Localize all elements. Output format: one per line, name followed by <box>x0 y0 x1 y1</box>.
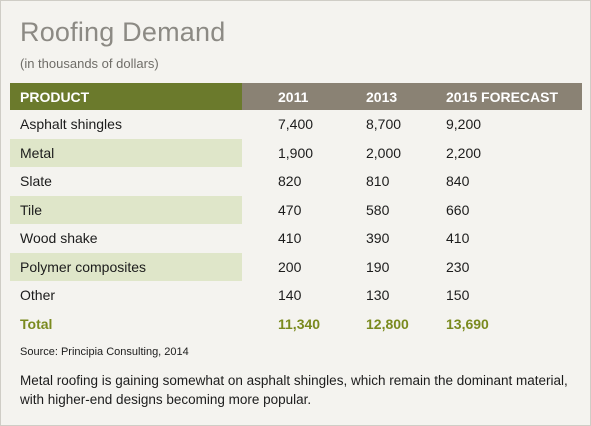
cell-value: 8,700 <box>366 116 402 133</box>
cell-value: 12,800 <box>366 315 409 332</box>
table-row: Tile 470 580 660 <box>10 195 582 224</box>
cell-value: 820 <box>278 173 302 190</box>
table-row: Slate 820 810 840 <box>10 167 582 196</box>
table-body: Asphalt shingles 7,400 8,700 9,200 Metal 1,90… <box>10 110 582 338</box>
row-label: Total <box>20 315 53 332</box>
table-row: Wood shake 410 390 410 <box>10 224 582 253</box>
cell-value: 580 <box>366 201 390 218</box>
cell-value: 140 <box>278 287 302 304</box>
row-label: Other <box>20 287 56 304</box>
cell-value: 13,690 <box>446 315 489 332</box>
cell-value: 2,000 <box>366 144 402 161</box>
source-note: Source: Principia Consulting, 2014 <box>20 346 189 358</box>
row-label: Slate <box>20 173 52 190</box>
cell-value: 150 <box>446 287 470 304</box>
row-label: Polymer composites <box>10 252 242 281</box>
cell-value: 390 <box>366 230 390 247</box>
cell-value: 840 <box>446 173 470 190</box>
chart-title: Roofing Demand <box>20 17 226 47</box>
row-label: Metal <box>10 138 242 167</box>
data-table: PRODUCT 2011 2013 2015 FORECAST Asphalt … <box>10 83 582 338</box>
cell-value: 810 <box>366 173 390 190</box>
caption-text: Metal roofing is gaining somewhat on asp… <box>20 373 568 407</box>
table-row: Asphalt shingles 7,400 8,700 9,200 <box>10 110 582 139</box>
cell-value: 410 <box>446 230 470 247</box>
header-row: PRODUCT 2011 2013 2015 FORECAST <box>10 83 582 110</box>
table-row: Metal 1,900 2,000 2,200 <box>10 138 582 167</box>
table-row: Polymer composites 200 190 230 <box>10 252 582 281</box>
cell-value: 1,900 <box>278 144 314 161</box>
column-header-2013: 2013 <box>366 83 446 110</box>
cell-value: 200 <box>278 258 302 275</box>
cell-value: 2,200 <box>446 144 482 161</box>
table-row: Other 140 130 150 <box>10 281 582 310</box>
total-row: Total 11,340 12,800 13,690 <box>10 310 582 339</box>
row-label: Asphalt shingles <box>20 116 122 133</box>
chart-subtitle: (in thousands of dollars) <box>20 56 159 71</box>
cell-value: 470 <box>278 201 302 218</box>
cell-value: 230 <box>446 258 470 275</box>
column-header-2011: 2011 <box>242 83 366 110</box>
row-label: Wood shake <box>20 230 98 247</box>
cell-value: 410 <box>278 230 302 247</box>
cell-value: 9,200 <box>446 116 482 133</box>
cell-value: 660 <box>446 201 470 218</box>
cell-value: 130 <box>366 287 390 304</box>
column-header-product: PRODUCT <box>10 83 242 110</box>
cell-value: 7,400 <box>278 116 314 133</box>
cell-value: 11,340 <box>278 315 321 332</box>
row-label: Tile <box>10 195 242 224</box>
cell-value: 190 <box>366 258 390 275</box>
column-header-2015-forecast: 2015 FORECAST <box>446 83 582 110</box>
